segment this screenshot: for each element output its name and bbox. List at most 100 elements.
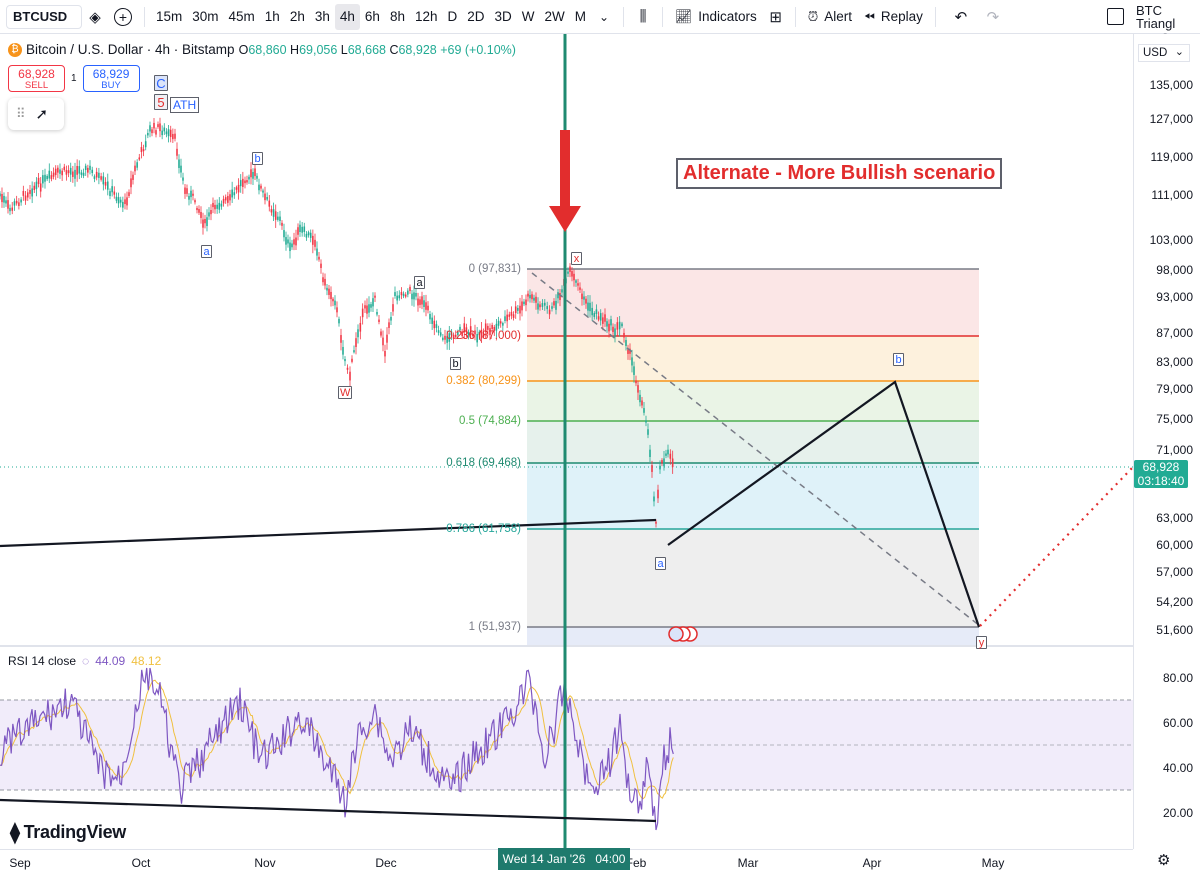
cursor-icon[interactable]: ➚ [35,106,49,123]
timeframe-w[interactable]: W [521,9,535,24]
settings-gear-icon[interactable]: ⚙ [1157,852,1171,869]
candle-body [533,297,535,301]
candle-body [35,181,38,189]
candle-body [239,180,242,187]
candle-body [11,207,14,211]
wave-label-w: W [338,386,353,399]
candle-body [307,232,310,236]
timeframe-group: 15m 30m 45m 1h 2h 3h 4h 6h 8h 12h D 2D 3D W 2W M [151,3,591,30]
timeframe-2h[interactable]: 2h [289,9,305,24]
candle-body [661,460,663,464]
fib-zone-236-382 [527,336,979,381]
candle-body [186,188,188,194]
timeframe-m[interactable]: M [574,9,587,24]
timeframe-3h[interactable]: 3h [314,9,330,24]
undo-icon[interactable]: ↶ [954,8,968,26]
sell-button[interactable]: 68,928 SELL [8,65,65,92]
candle-body [402,293,405,297]
candle-body [376,312,378,315]
candle-body [194,200,196,203]
time-label: Feb [625,856,647,870]
candle-body [326,287,328,291]
redo-icon[interactable]: ↷ [986,8,1000,26]
timeframe-2w[interactable]: 2W [544,9,565,24]
candle-body [404,294,407,297]
timeframe-8h[interactable]: 8h [389,9,405,24]
candle-body [119,199,122,203]
candle-body [26,192,29,198]
candle-body [63,166,66,171]
candle-body [244,180,246,184]
time-label: Mar [737,856,759,870]
price-tick: 79,000 [1156,382,1193,396]
legend-title: Bitcoin / U.S. Dollar · 4h · Bitstamp [26,42,235,57]
candle-body [411,293,413,300]
candle-body [260,185,262,189]
candle-body [20,199,22,203]
symbol-search[interactable]: BTCUSD [6,4,82,29]
diamond-icon[interactable]: ◈ [89,8,101,26]
time-label: Oct [131,856,151,870]
timeframe-6h[interactable]: 6h [364,9,380,24]
candle-body [561,289,563,293]
timeframe-3d[interactable]: 3D [494,9,512,24]
timeframe-dropdown-icon[interactable]: ⌄ [599,9,610,24]
candle-body [312,235,314,245]
timeframe-d[interactable]: D [447,9,458,24]
fib-zone-618-786 [527,463,979,529]
divider [662,6,664,27]
candle-body [390,316,392,321]
candle-body [555,300,557,310]
tradingview-logo[interactable]: ⧫ TradingView [10,820,126,845]
candle-body [46,175,48,180]
candle-body [24,195,27,201]
candle-body [169,129,172,138]
alert-button[interactable]: ⏰︎ Alert [802,4,858,30]
price-axis[interactable]: 135,000 127,000 119,000 111,000 103,000 98,00… [1133,34,1200,849]
candle-body [279,216,281,221]
candle-body [370,304,372,308]
wave-label-b-mid: b [450,357,461,370]
timeframe-15m[interactable]: 15m [156,9,183,24]
timeframe-45m[interactable]: 45m [228,9,255,24]
candlestick-type-icon[interactable]: ⫼ [639,8,647,25]
candle-body [37,177,40,184]
candle-body [467,332,470,336]
layout-checkbox[interactable] [1107,8,1124,25]
currency-selector[interactable]: USD [1138,44,1190,62]
tv-logo-icon: ⧫ [10,822,20,844]
candle-body [400,291,403,296]
timeframe-1h[interactable]: 1h [264,9,280,24]
timeframe-2d[interactable]: 2D [467,9,485,24]
candle-body [649,449,651,457]
fib-level-label: 0.236 (87,000) [446,330,521,342]
trade-panel: 68,928 SELL 1 68,929 BUY [8,65,140,92]
timeframe-12h[interactable]: 12h [414,9,438,24]
candle-body [539,304,541,308]
indicators-button[interactable]: 📈︎ Indicators [669,4,763,30]
timeframe-4h[interactable]: 4h [334,3,360,30]
candle-body [305,233,308,238]
bar-countdown: 03:18:40 [1137,474,1185,488]
candle-body [461,331,463,336]
triangle-lower-trendline [0,518,657,548]
candle-body [621,323,623,327]
fib-zone-786-1 [527,529,979,627]
chart-canvas[interactable] [0,34,1133,849]
candle-body [293,239,295,245]
timeframe-30m[interactable]: 30m [192,9,219,24]
candle-body [398,295,401,299]
candle-body [627,349,629,354]
candle-body [623,332,625,338]
add-symbol-icon[interactable]: + [114,7,132,26]
candle-body [231,189,233,198]
candle-body [535,296,537,303]
rsi-tick: 20.00 [1162,806,1193,820]
drag-handle-icon[interactable]: ⠿ [16,106,26,121]
templates-icon[interactable]: ⊞ [769,8,782,26]
candle-body [635,380,637,384]
candle-body [571,271,573,277]
buy-button[interactable]: 68,929 BUY [82,65,140,92]
candle-body [450,331,453,336]
replay-button[interactable]: ⏪︎ Replay [858,4,929,30]
